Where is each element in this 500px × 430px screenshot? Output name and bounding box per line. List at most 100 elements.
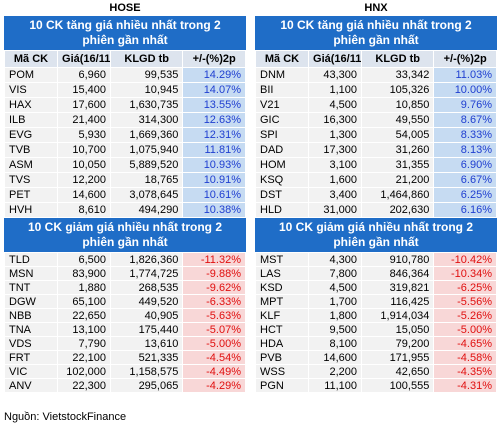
cell: KLF [254, 308, 310, 323]
cell: 13.55% [182, 97, 246, 113]
cell: 10.00% [433, 82, 497, 98]
cell: -4.35% [433, 364, 497, 379]
cell: -5.56% [433, 294, 497, 309]
cell: 105,326 [361, 82, 435, 98]
cell: 10.93% [182, 157, 246, 173]
cell: 10.61% [182, 187, 246, 203]
cell: HLD [254, 202, 310, 218]
cell: -10.34% [433, 266, 497, 281]
cell: 1,600 [308, 172, 363, 188]
cell: 10,850 [361, 97, 435, 113]
cell: 14,600 [57, 187, 112, 203]
cell: PVB [254, 350, 310, 365]
cell: 31,000 [308, 202, 363, 218]
table-row: HAX 17,600 1,630,735 13.55% [3, 97, 246, 113]
table-row: MSN 83,900 1,774,725 -9.88% [3, 266, 246, 281]
table-row: MST 4,300 910,780 -10.42% [254, 252, 497, 267]
cell: -6.25% [433, 280, 497, 295]
cell: 100,555 [361, 378, 435, 393]
table-row: PET 14,600 3,078,645 10.61% [3, 187, 246, 203]
cell: 6.25% [433, 187, 497, 203]
cell: 1,464,860 [361, 187, 435, 203]
cell: 116,425 [361, 294, 435, 309]
cell: 8.67% [433, 112, 497, 128]
cell: SPI [254, 127, 310, 143]
column-header: KLGD tb [361, 50, 435, 68]
cell: ANV [3, 378, 59, 393]
cell: -4.54% [182, 350, 246, 365]
cell: 3,400 [308, 187, 363, 203]
cell: -5.26% [433, 308, 497, 323]
cell: 1,669,360 [110, 127, 184, 143]
cell: WSS [254, 364, 310, 379]
cell: 40,905 [110, 308, 184, 323]
cell: HAX [3, 97, 59, 113]
table-row: KLF 1,800 1,914,034 -5.26% [254, 308, 497, 323]
table-row: HCT 9,500 15,050 -5.00% [254, 322, 497, 337]
section-title: 10 CK tăng giá nhiều nhất trong 2 phiên … [255, 16, 497, 50]
cell: 4,500 [308, 280, 363, 295]
table-row: GIC 16,300 49,550 8.67% [254, 112, 497, 128]
table-row: EVG 5,930 1,669,360 12.31% [3, 127, 246, 143]
cell: ASM [3, 157, 59, 173]
cell: 21,400 [57, 112, 112, 128]
table-row: ASM 10,050 5,889,520 10.93% [3, 157, 246, 173]
cell: NBB [3, 308, 59, 323]
table-row: TVS 12,200 18,765 10.91% [3, 172, 246, 188]
cell: HCT [254, 322, 310, 337]
cell: 202,630 [361, 202, 435, 218]
cell: 6.16% [433, 202, 497, 218]
column-header: KLGD tb [110, 50, 184, 68]
cell: 43,300 [308, 67, 363, 83]
section-title: 10 CK giảm giá nhiều nhất trong 2 phiên … [255, 218, 497, 252]
table-row: ANV 22,300 295,065 -4.29% [3, 378, 246, 393]
cell: 1,075,940 [110, 142, 184, 158]
table-row: POM 6,960 99,535 14.29% [3, 67, 246, 83]
cell: 1,800 [308, 308, 363, 323]
cell: 13,100 [57, 322, 112, 337]
cell: -5.07% [182, 322, 246, 337]
table-row: TLD 6,500 1,826,360 -11.32% [3, 252, 246, 267]
cell: -11.32% [182, 252, 246, 267]
cell: 171,955 [361, 350, 435, 365]
cell: 14.07% [182, 82, 246, 98]
table-row: HLD 31,000 202,630 6.16% [254, 202, 497, 218]
table-row: TNA 13,100 175,440 -5.07% [3, 322, 246, 337]
table-row: SPI 1,300 54,005 8.33% [254, 127, 497, 143]
cell: 3,100 [308, 157, 363, 173]
section-title: 10 CK giảm giá nhiều nhất trong 2 phiên … [4, 218, 246, 252]
cell: 42,650 [361, 364, 435, 379]
cell: VIS [3, 82, 59, 98]
cell: -4.31% [433, 378, 497, 393]
cell: DAD [254, 142, 310, 158]
table-row: FRT 22,100 521,335 -4.54% [3, 350, 246, 365]
table-row: HDA 8,100 79,200 -4.65% [254, 336, 497, 351]
cell: -6.33% [182, 294, 246, 309]
cell: 6,500 [57, 252, 112, 267]
cell: -5.00% [433, 322, 497, 337]
stock-table: TLD 6,500 1,826,360 -11.32% MSN 83,900 1,774,7… [3, 252, 246, 393]
cell: 22,300 [57, 378, 112, 393]
cell: 15,400 [57, 82, 112, 98]
cell: 2,200 [308, 364, 363, 379]
cell: 22,650 [57, 308, 112, 323]
cell: 65,100 [57, 294, 112, 309]
header-row: Mã CK Giá(16/11) KLGD tb +/-(%)2p [3, 50, 246, 68]
cell: 12.63% [182, 112, 246, 128]
cell: -4.29% [182, 378, 246, 393]
cell: TVB [3, 142, 59, 158]
cell: 5,889,520 [110, 157, 184, 173]
cell: -4.65% [433, 336, 497, 351]
cell: 10,050 [57, 157, 112, 173]
table-row: DST 3,400 1,464,860 6.25% [254, 187, 497, 203]
cell: 10.38% [182, 202, 246, 218]
cell: 5,930 [57, 127, 112, 143]
cell: VIC [3, 364, 59, 379]
cell: DGW [3, 294, 59, 309]
cell: 17,600 [57, 97, 112, 113]
cell: HVH [3, 202, 59, 218]
cell: -9.62% [182, 280, 246, 295]
table-row: LAS 7,800 846,364 -10.34% [254, 266, 497, 281]
cell: 15,050 [361, 322, 435, 337]
cell: TVS [3, 172, 59, 188]
